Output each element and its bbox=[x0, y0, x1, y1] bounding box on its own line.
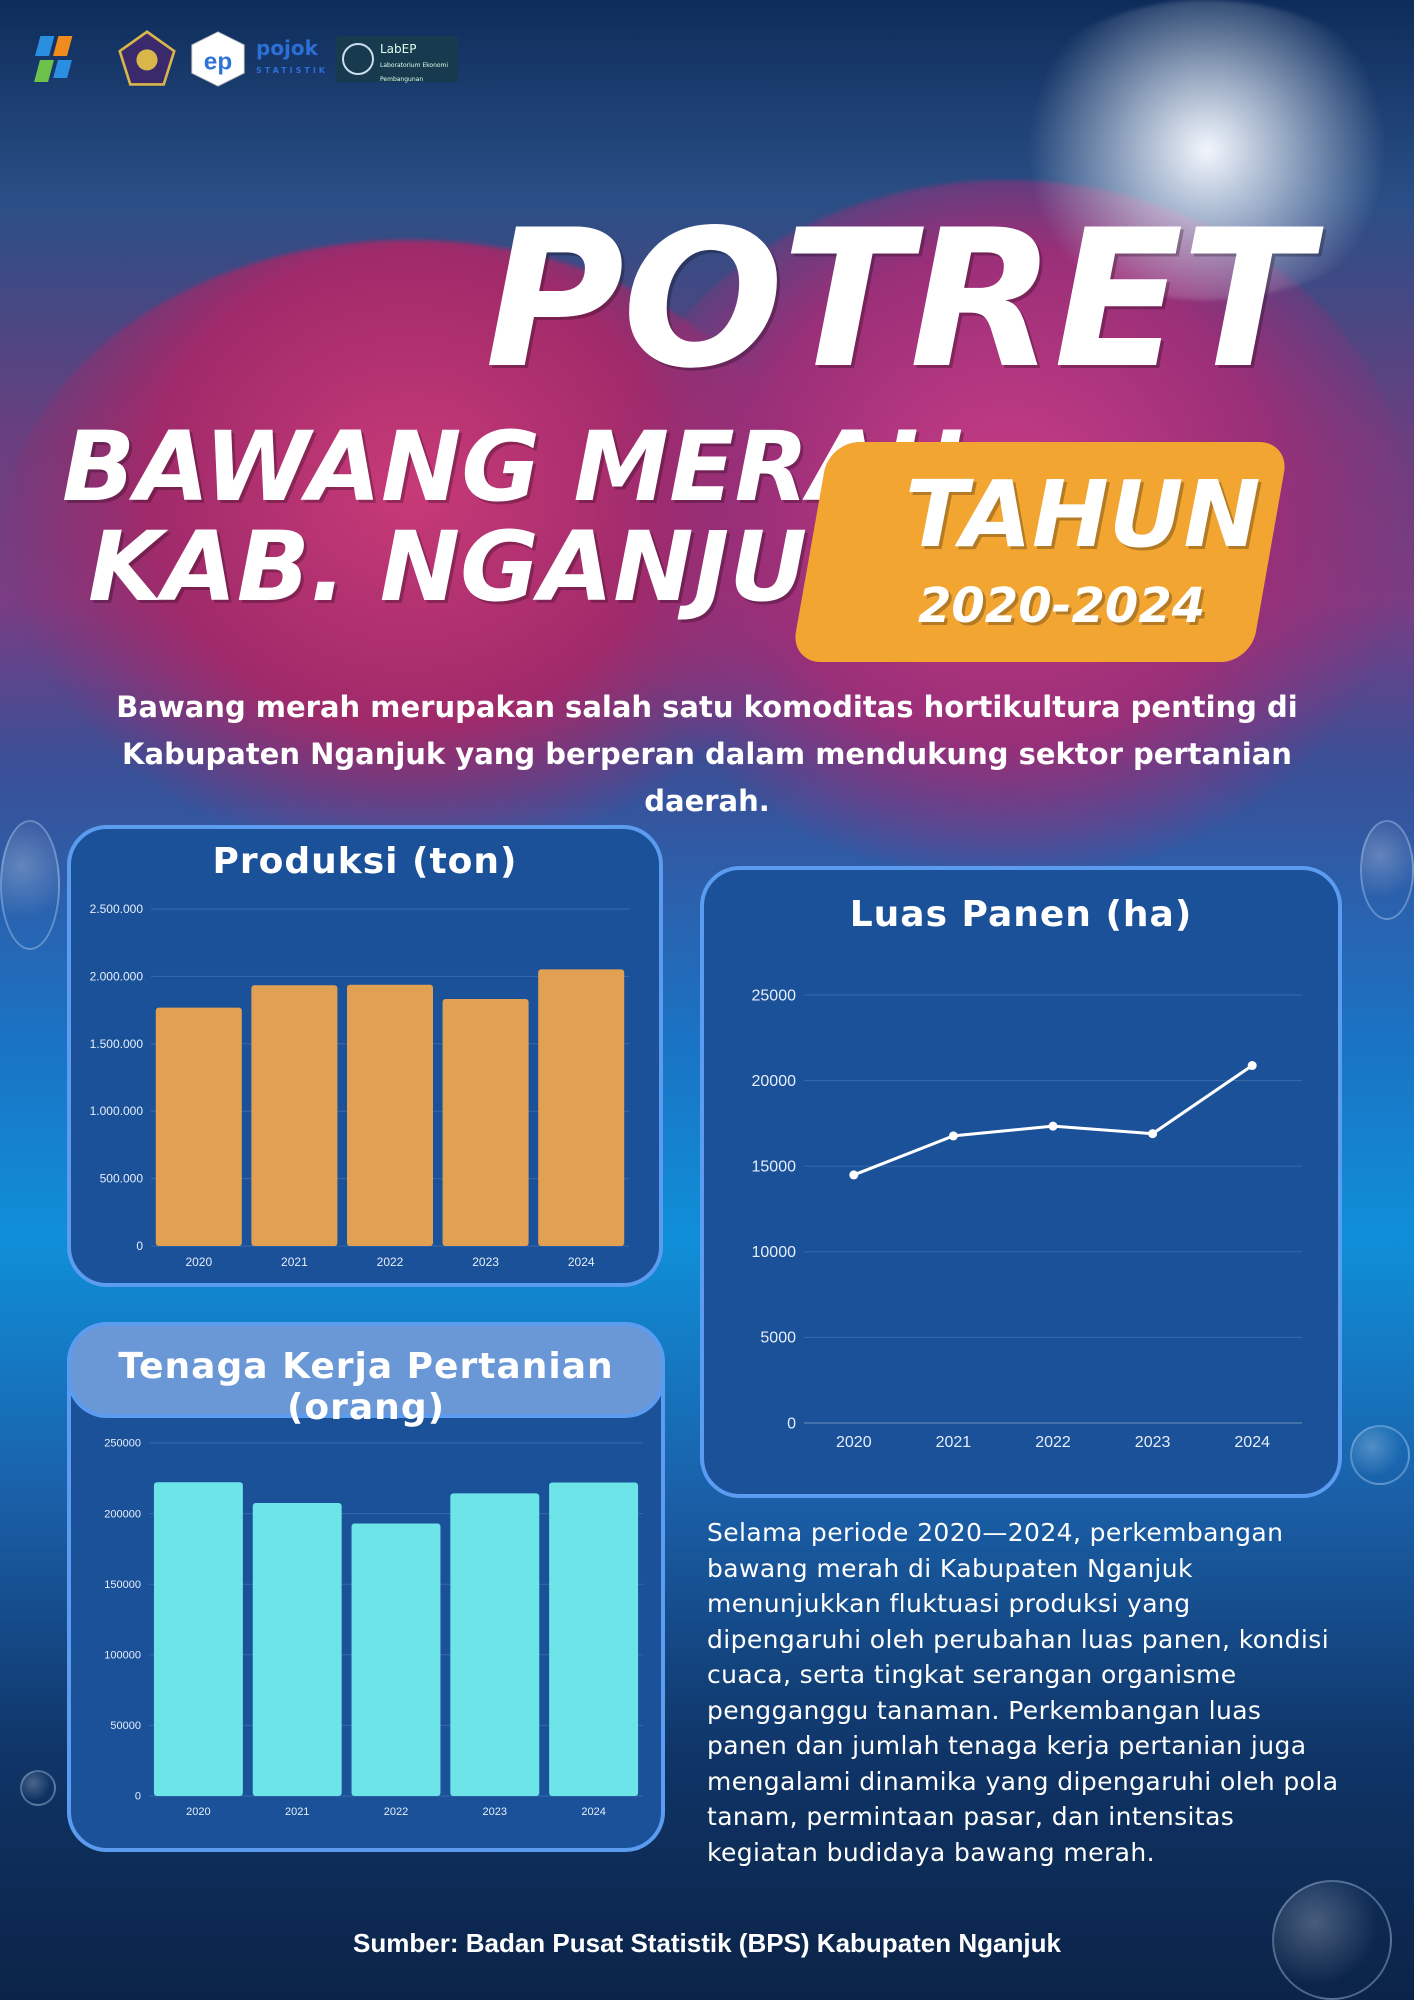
data-point-2020 bbox=[849, 1170, 859, 1180]
subtitle: Bawang merah merupakan salah satu komodi… bbox=[116, 690, 1298, 818]
x-tick-label: 2020 bbox=[836, 1434, 872, 1451]
bubble-decoration bbox=[1360, 820, 1414, 920]
x-tick-label: 2022 bbox=[377, 1255, 404, 1269]
luas-panen-chart-card: Luas Panen (ha) 0 5000 10000 15000 20000 2500… bbox=[700, 866, 1342, 1498]
x-tick-label: 2023 bbox=[1135, 1434, 1171, 1451]
title-bawang-merah: BAWANG MERAH bbox=[62, 411, 964, 523]
tenaga-kerja-bar-chart: 0 50000 100000 150000 200000 250000 2020 2021 20… bbox=[104, 1438, 643, 1818]
data-point-2023 bbox=[1148, 1129, 1158, 1139]
y-tick-label: 250000 bbox=[104, 1438, 141, 1450]
umm-seal-logo bbox=[118, 30, 176, 86]
x-tick-label: 2021 bbox=[936, 1434, 972, 1451]
y-tick-label: 0 bbox=[787, 1415, 796, 1432]
y-tick-label: 200000 bbox=[104, 1508, 141, 1520]
y-tick-label: 100000 bbox=[104, 1649, 141, 1661]
luas-panen-line-chart: 0 5000 10000 15000 20000 25000 2020 2021 2022 202… bbox=[752, 987, 1302, 1451]
y-tick-label: 150000 bbox=[104, 1579, 141, 1591]
bubble-decoration bbox=[1272, 1880, 1392, 2000]
x-tick-label: 2022 bbox=[1035, 1434, 1071, 1451]
data-point-2022 bbox=[1048, 1121, 1058, 1131]
x-tick-label: 2020 bbox=[185, 1255, 212, 1269]
chart-title-pill: Tenaga Kerja Pertanian (orang) bbox=[67, 1322, 665, 1428]
y-tick-label: 1.500.000 bbox=[90, 1037, 144, 1051]
logo-bar: ep pojok STATISTIK LabEP Laboratorium Ekon… bbox=[34, 30, 458, 88]
bar-2024 bbox=[549, 1482, 639, 1796]
bar-2020 bbox=[155, 1007, 242, 1246]
y-tick-label: 0 bbox=[136, 1239, 143, 1253]
bar-2021 bbox=[252, 1503, 342, 1796]
bar-2020 bbox=[153, 1482, 243, 1796]
bubble-decoration bbox=[1350, 1425, 1410, 1485]
y-tick-label: 50000 bbox=[110, 1720, 141, 1732]
y-tick-label: 0 bbox=[135, 1791, 141, 1803]
bubble-decoration bbox=[20, 1770, 56, 1806]
y-tick-label: 500.000 bbox=[100, 1172, 144, 1186]
x-tick-label: 2024 bbox=[568, 1255, 595, 1269]
x-tick-label: 2021 bbox=[281, 1255, 308, 1269]
data-point-2024 bbox=[1247, 1061, 1257, 1071]
produksi-bar-chart: 0 500.000 1.000.000 1.500.000 2.000.000 2.500… bbox=[90, 902, 629, 1269]
title-potret: POTRET bbox=[485, 189, 1311, 410]
tenaga-kerja-chart-card: Tenaga Kerja Pertanian (orang) 0 50000 100… bbox=[67, 1322, 665, 1852]
x-tick-label: 2024 bbox=[1234, 1434, 1270, 1451]
series-line bbox=[853, 1064, 1254, 1177]
pojok-statistik-logo: pojok STATISTIK bbox=[256, 35, 328, 75]
x-tick-label: 2024 bbox=[581, 1806, 605, 1818]
labep-logo: LabEP Laboratorium Ekonomi Pembangunan bbox=[336, 36, 458, 83]
x-tick-label: 2023 bbox=[472, 1255, 499, 1269]
bar-2023 bbox=[450, 1493, 540, 1796]
y-tick-label: 2.500.000 bbox=[90, 902, 144, 916]
chart-title: Tenaga Kerja Pertanian (orang) bbox=[118, 1346, 614, 1428]
sky-highlight bbox=[1000, 0, 1414, 300]
produksi-chart-card: Produksi (ton) 0 500.000 1.000.000 1.500.00… bbox=[67, 825, 663, 1287]
bar-2021 bbox=[251, 985, 338, 1246]
y-tick-label: 2.000.000 bbox=[90, 969, 144, 983]
y-tick-label: 1.000.000 bbox=[90, 1104, 144, 1118]
chart-title: Produksi (ton) bbox=[212, 841, 518, 882]
y-tick-label: 15000 bbox=[752, 1159, 797, 1176]
data-point-2021 bbox=[948, 1131, 958, 1141]
y-tick-label: 25000 bbox=[752, 987, 797, 1004]
bar-2024 bbox=[538, 969, 625, 1246]
bar-2022 bbox=[351, 1523, 441, 1796]
x-tick-label: 2020 bbox=[186, 1806, 210, 1818]
badge-years: 2020-2024 bbox=[918, 578, 1206, 634]
x-tick-label: 2022 bbox=[384, 1806, 408, 1818]
chart-title: Luas Panen (ha) bbox=[849, 894, 1193, 935]
svg-text:ep: ep bbox=[204, 48, 232, 75]
x-tick-label: 2021 bbox=[285, 1806, 309, 1818]
bar-2022 bbox=[346, 984, 434, 1246]
source-note: Sumber: Badan Pusat Statistik (BPS) Kabu… bbox=[353, 1928, 1061, 1958]
umm-ep-logo: ep bbox=[191, 31, 245, 87]
bar-2023 bbox=[442, 999, 529, 1246]
badge-label: TAHUN bbox=[905, 461, 1261, 568]
bubble-decoration bbox=[0, 820, 60, 950]
y-tick-label: 20000 bbox=[752, 1073, 797, 1090]
x-tick-label: 2023 bbox=[483, 1806, 507, 1818]
title-kab-nganjuk: KAB. NGANJUK bbox=[88, 511, 882, 623]
y-tick-label: 5000 bbox=[760, 1330, 796, 1347]
y-tick-label: 10000 bbox=[752, 1244, 797, 1261]
summary-paragraph: Selama periode 2020—2024, perkembangan b… bbox=[707, 1518, 1339, 1867]
bps-logo bbox=[34, 36, 73, 82]
